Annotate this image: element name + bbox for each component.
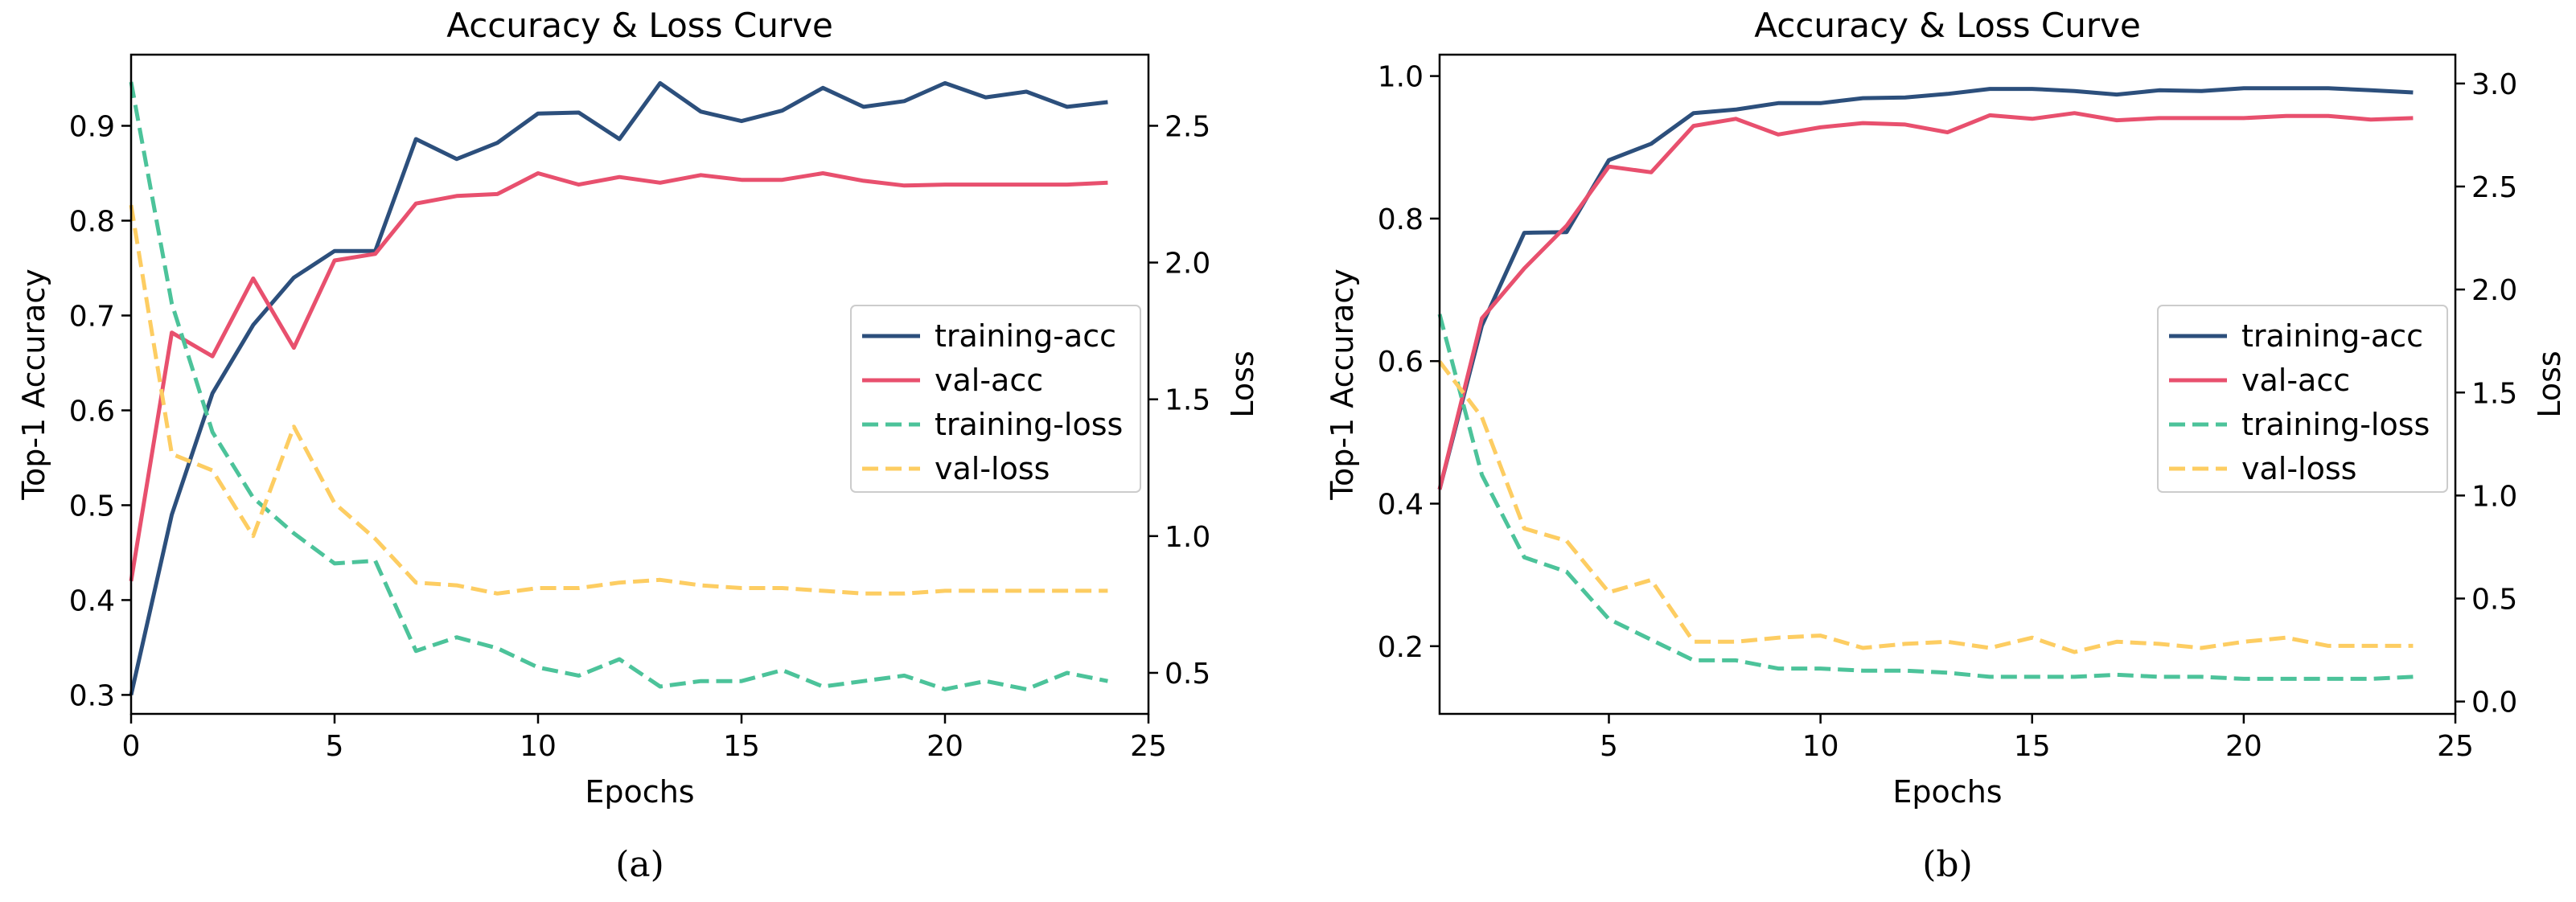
panel-caption: (a)	[615, 844, 664, 885]
chart-title: Accuracy & Loss Curve	[446, 6, 833, 45]
y-tick-label: 0.9	[69, 110, 115, 143]
chart-panel-b: Accuracy & Loss Curve 5 10 15 20 25 0.2 0.4 0.6 0…	[1325, 6, 2567, 885]
panel-caption: (b)	[1922, 844, 1973, 885]
y-axis-label: Top-1 Accuracy	[16, 269, 51, 501]
y-tick-label: 0.6	[69, 395, 115, 428]
x-tick-label: 5	[326, 730, 344, 763]
series-group	[1437, 86, 2414, 681]
series-line-val-loss	[1438, 360, 2414, 654]
x-tick-label: 10	[520, 730, 557, 763]
chart-panel-a: Accuracy & Loss Curve 0 5 10 15 20 25 0.3 0.4 0.5…	[16, 6, 1255, 885]
legend-label-training-loss: training-loss	[935, 407, 1123, 442]
series-line-val-acc	[129, 171, 1108, 582]
x-tick-label: 0	[122, 730, 141, 763]
legend-label-training-loss: training-loss	[2241, 407, 2430, 442]
y-tick-label: 0.8	[1378, 203, 1424, 236]
series-line-val-loss	[129, 204, 1108, 596]
y-tick-label: 0.8	[69, 205, 115, 238]
legend-label-training-acc: training-acc	[935, 318, 1116, 354]
legend-label-val-acc: val-acc	[935, 363, 1043, 398]
legend-box	[850, 305, 1141, 493]
x-tick-label: 15	[723, 730, 760, 763]
y-tick-label: 1.0	[1378, 61, 1424, 94]
x-tick-label: 10	[1802, 730, 1839, 763]
legend-label-training-acc: training-acc	[2241, 318, 2423, 354]
series-line-training-acc	[1437, 86, 2414, 490]
x-tick-label: 5	[1600, 730, 1618, 763]
x-axis-label: Epochs	[1892, 774, 2002, 810]
legend-box	[2157, 305, 2448, 493]
y2-tick-label: 1.5	[1165, 384, 1210, 417]
legend: training-acc val-acc training-loss val-loss	[2157, 305, 2448, 493]
y2-tick-label: 0.0	[2471, 687, 2517, 720]
y2-tick-label: 2.0	[1165, 248, 1210, 281]
x-tick-label: 20	[926, 730, 963, 763]
y-tick-label: 0.6	[1378, 346, 1424, 379]
plot-frame	[129, 53, 1150, 715]
legend-label-val-acc: val-acc	[2241, 363, 2350, 398]
y2-tick-label: 2.5	[1165, 110, 1210, 143]
plot-frame	[1438, 53, 2457, 715]
y2-tick-label: 1.0	[2471, 480, 2517, 513]
y2-tick-label: 3.0	[2471, 68, 2517, 101]
y-axis-label: Top-1 Accuracy	[1325, 269, 1360, 501]
y2-tick-label: 2.0	[2471, 274, 2517, 307]
series-line-training-loss	[1437, 314, 2414, 681]
series-line-training-loss	[129, 81, 1108, 691]
y-tick-label: 0.4	[1378, 488, 1424, 521]
legend-label-val-loss: val-loss	[2241, 451, 2356, 486]
y2-axis-label: Loss	[2532, 351, 2567, 417]
y-tick-label: 0.4	[69, 584, 115, 617]
y2-axis-label: Loss	[1225, 351, 1255, 417]
series-line-val-acc	[1437, 111, 2414, 490]
y-tick-label: 0.3	[69, 679, 115, 712]
y2-tick-label: 2.5	[2471, 171, 2517, 204]
x-tick-label: 20	[2225, 730, 2262, 763]
chart-title: Accuracy & Loss Curve	[1754, 6, 2141, 45]
legend-label-val-loss: val-loss	[935, 451, 1050, 486]
legend: training-acc val-acc training-loss val-loss	[850, 305, 1141, 493]
series-line-training-acc	[129, 80, 1108, 695]
y2-tick-label: 1.5	[2471, 377, 2517, 410]
y2-tick-label: 1.0	[1165, 521, 1210, 554]
x-tick-label: 15	[2014, 730, 2051, 763]
x-tick-label: 25	[2437, 730, 2474, 763]
y2-tick-label: 0.5	[1165, 658, 1210, 691]
y-tick-label: 0.7	[69, 300, 115, 333]
y-tick-label: 0.2	[1378, 631, 1424, 664]
x-tick-label: 25	[1130, 730, 1167, 763]
y2-tick-label: 0.5	[2471, 584, 2517, 617]
x-axis-label: Epochs	[585, 774, 694, 810]
series-group	[129, 80, 1108, 695]
y-tick-label: 0.5	[69, 490, 115, 523]
